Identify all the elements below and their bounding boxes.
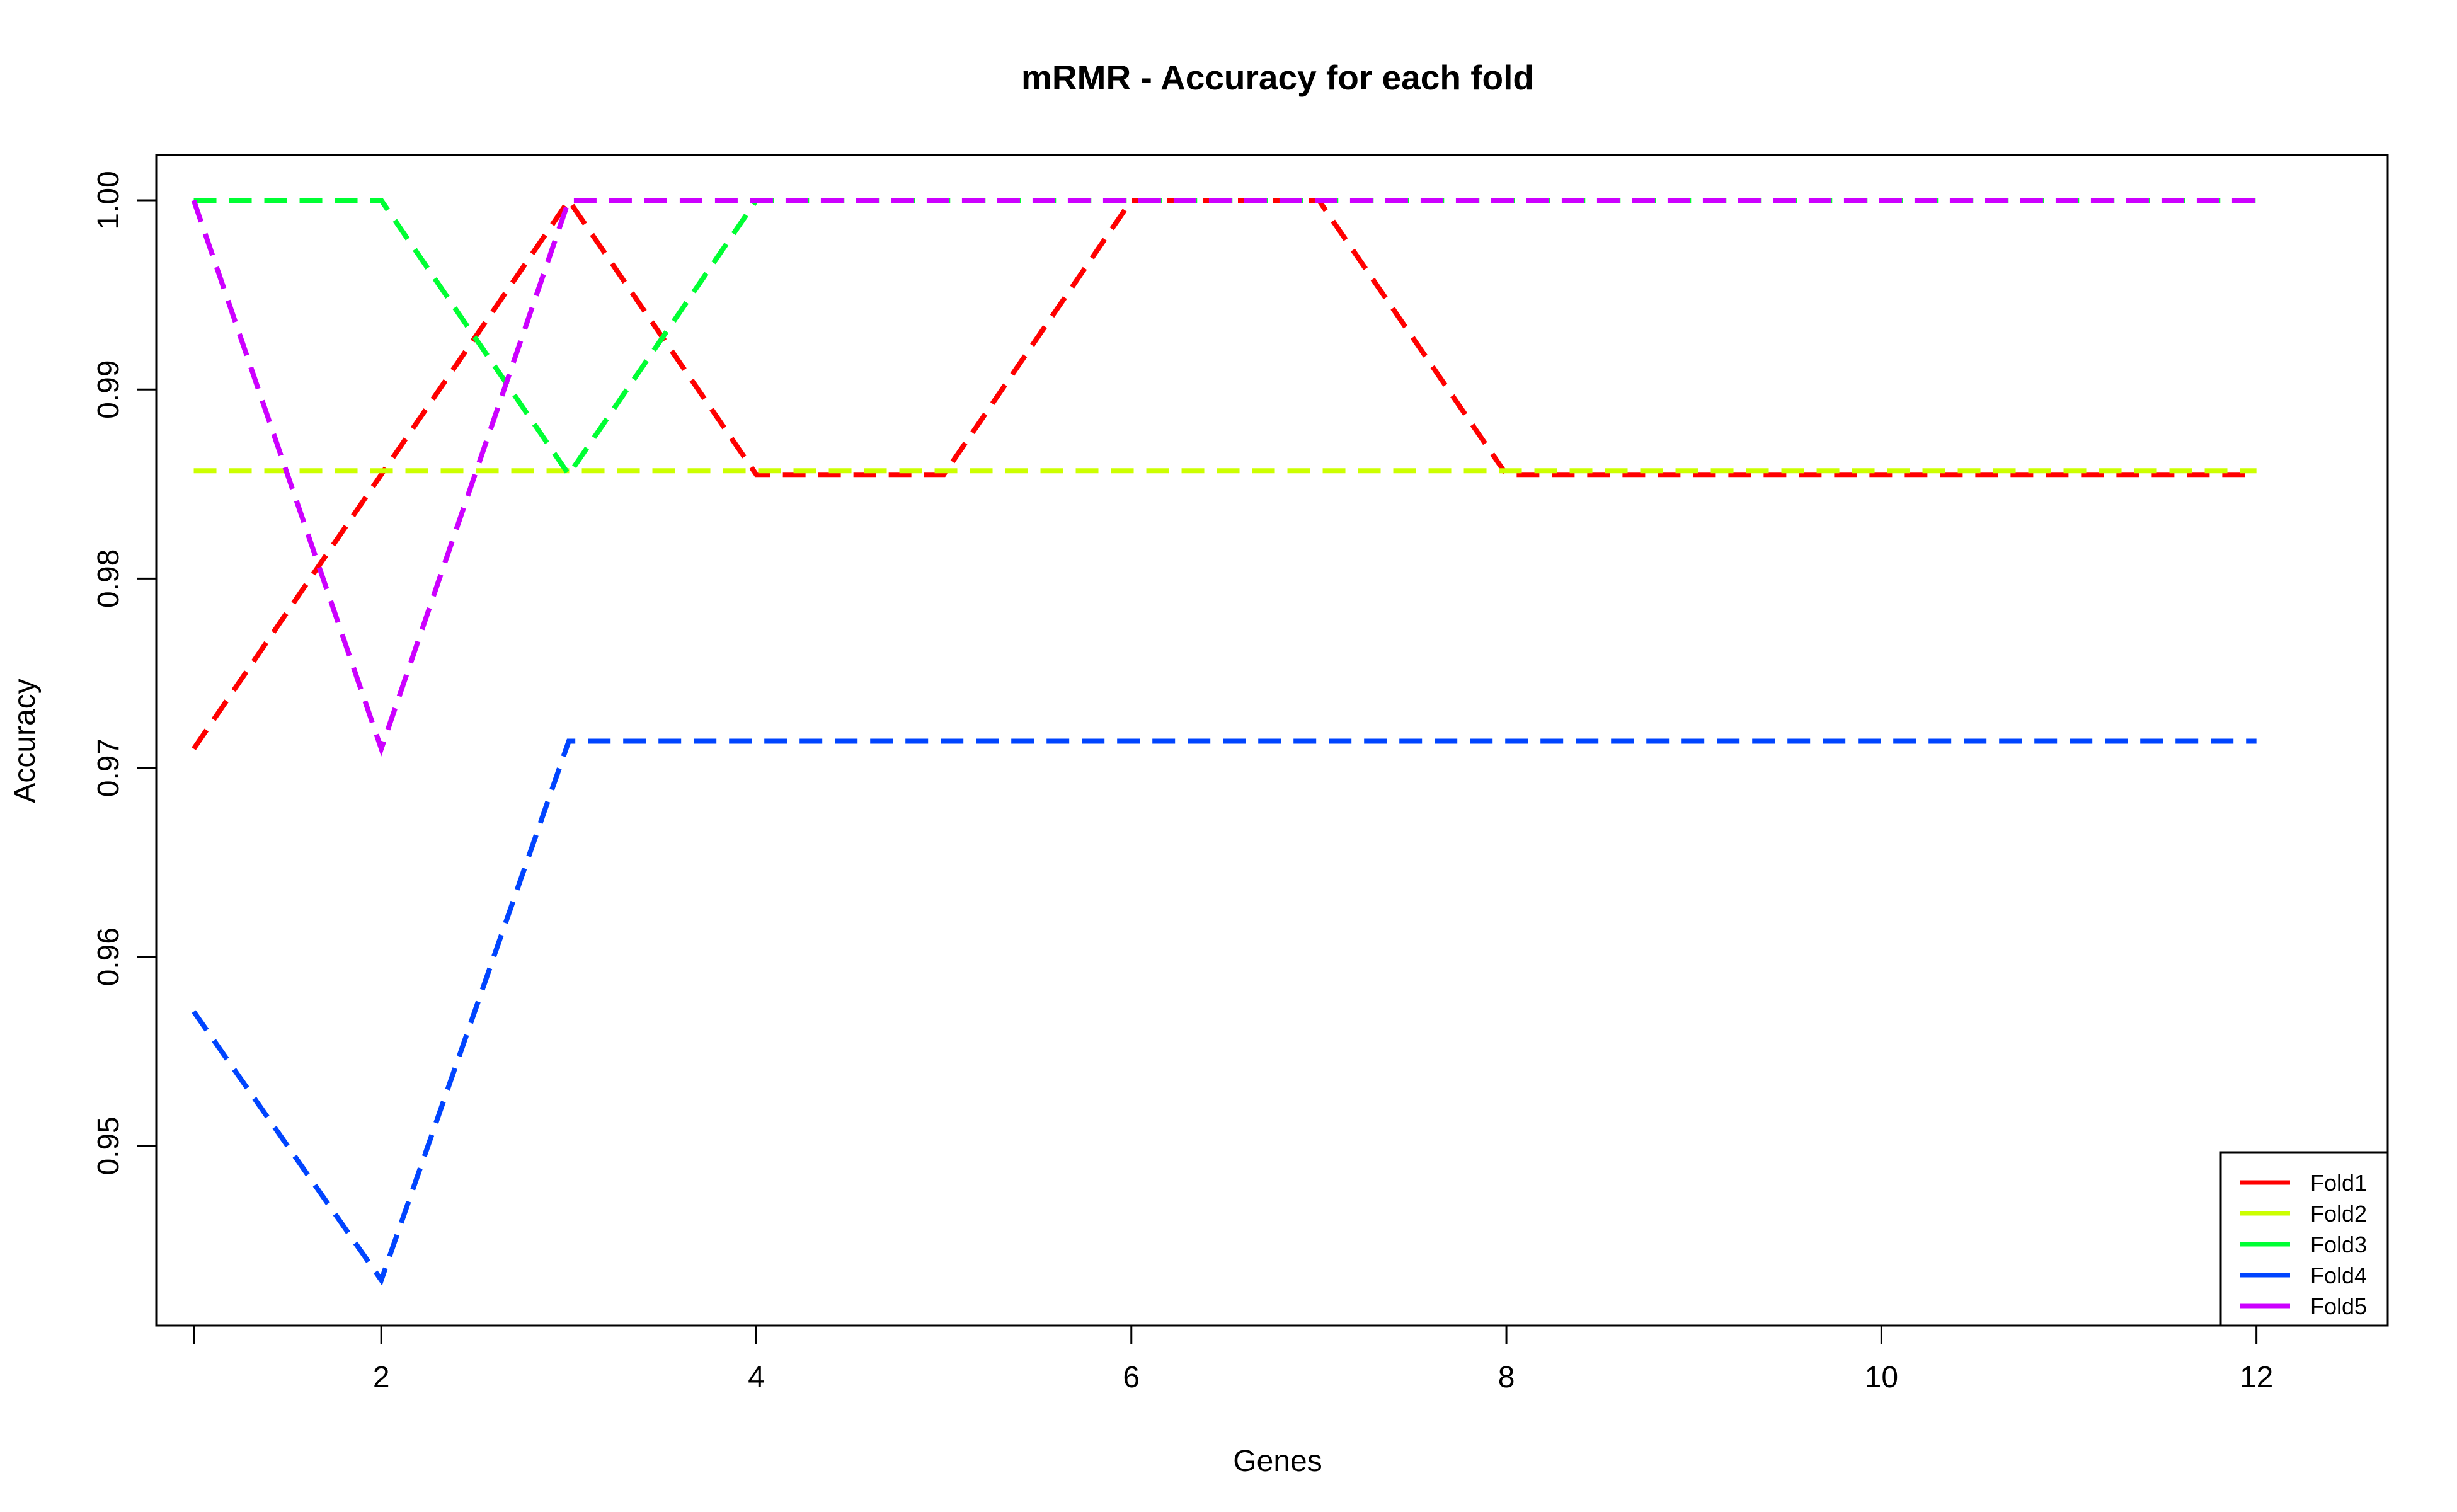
x-tick-label: 6	[1123, 1361, 1140, 1394]
x-tick-label: 10	[1865, 1361, 1898, 1394]
y-tick-label: 0.95	[92, 1116, 125, 1175]
y-tick-label: 0.96	[92, 927, 125, 986]
series-line-fold5	[191, 198, 2257, 757]
x-tick-label: 12	[2240, 1361, 2273, 1394]
series-line-fold4	[192, 738, 2257, 1286]
series-line-fold3	[193, 198, 2257, 479]
legend-label-fold1: Fold1	[2310, 1170, 2367, 1196]
y-tick-label: 0.97	[92, 738, 125, 797]
y-tick-label: 0.99	[92, 360, 125, 418]
legend-label-fold2: Fold2	[2310, 1201, 2367, 1227]
legend-label-fold4: Fold4	[2310, 1263, 2367, 1288]
x-tick-label: 8	[1498, 1361, 1515, 1394]
x-tick-label: 2	[373, 1361, 390, 1394]
y-axis-label: Accuracy	[8, 679, 42, 803]
chart-title: mRMR - Accuracy for each fold	[1021, 58, 1534, 97]
x-tick-label: 4	[748, 1361, 765, 1394]
legend: Fold1 Fold2 Fold3 Fold4 Fold5	[2219, 1151, 2389, 1327]
plot-area	[191, 195, 2257, 1286]
x-axis-label: Genes	[1233, 1445, 1322, 1478]
series-line-fold1	[192, 195, 2257, 750]
x-axis: 2 4 6 8 10 12	[193, 1324, 2273, 1394]
y-axis: 0.95 0.96 0.97 0.98 0.99 1.00	[92, 171, 158, 1176]
y-tick-label: 0.98	[92, 549, 125, 608]
legend-label-fold5: Fold5	[2310, 1293, 2367, 1319]
y-tick-label: 1.00	[92, 171, 125, 229]
legend-label-fold3: Fold3	[2310, 1232, 2367, 1257]
